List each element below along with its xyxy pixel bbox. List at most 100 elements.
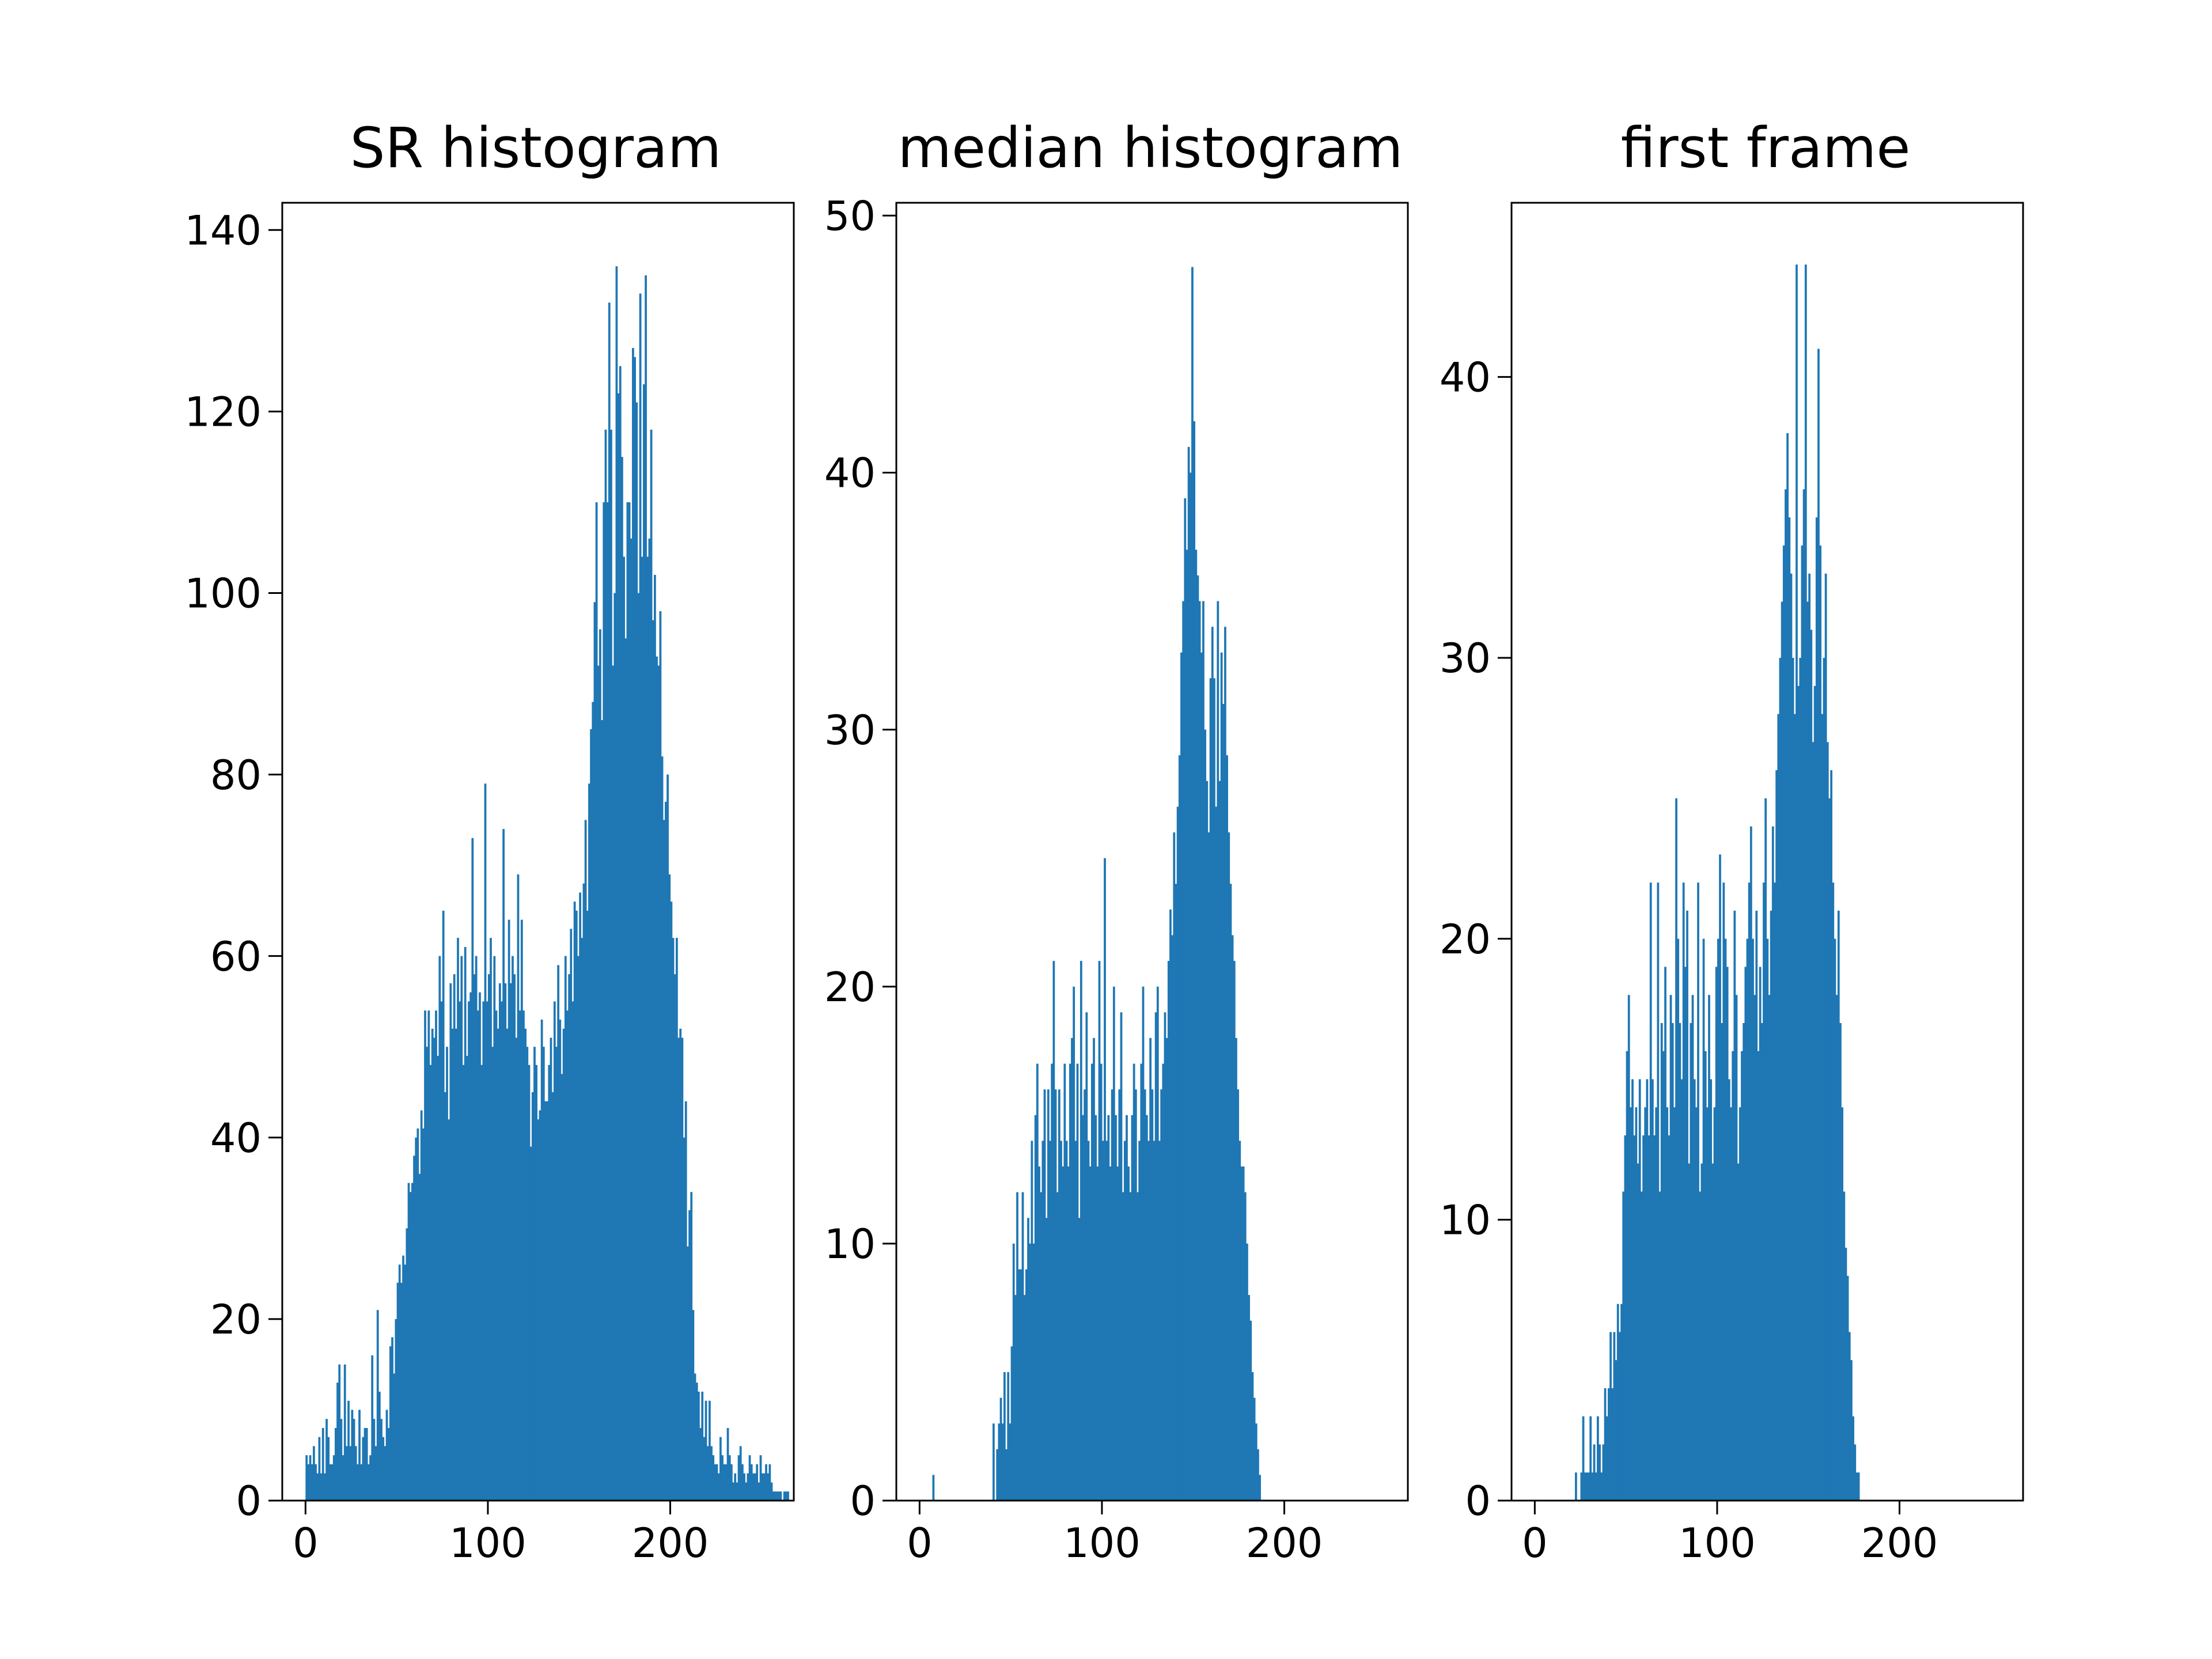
histogram-bar: [305, 1455, 308, 1501]
histogram-bar: [593, 602, 596, 1501]
histogram-bar: [761, 1473, 764, 1501]
histogram-bar: [673, 974, 676, 1501]
histogram-bar: [501, 1001, 503, 1501]
histogram-bar: [509, 983, 512, 1501]
histogram-bar: [1646, 1079, 1649, 1501]
histogram-bar: [1732, 1051, 1734, 1501]
histogram-bar: [590, 729, 592, 1501]
histogram-bar: [1647, 1135, 1650, 1501]
histogram-bar: [566, 1010, 569, 1501]
panel-title: median histogram: [897, 116, 1403, 180]
histogram-bar: [728, 1455, 731, 1501]
histogram-bar: [557, 965, 560, 1501]
histogram-bar: [1638, 1079, 1641, 1501]
y-tick-label: 0: [850, 1478, 876, 1525]
histogram-bar: [1782, 545, 1785, 1501]
histogram-bar: [1627, 995, 1630, 1501]
histogram-bar: [1749, 826, 1752, 1501]
histogram-bar: [575, 910, 578, 1501]
histogram-bar: [586, 910, 589, 1501]
histogram-bar: [442, 910, 445, 1501]
histogram-bar: [1224, 627, 1226, 1501]
histogram-bar: [493, 956, 496, 1501]
histogram-bar: [1722, 882, 1725, 1501]
histogram-bar: [1738, 1107, 1741, 1501]
x-tick-label: 200: [632, 1520, 709, 1567]
histogram-bar: [1213, 678, 1215, 1501]
histogram-bar: [1180, 652, 1183, 1501]
histogram-bar: [371, 1355, 374, 1501]
histogram-bar: [679, 1028, 682, 1501]
histogram-bar: [1655, 1107, 1658, 1501]
histogram-bar: [1757, 1051, 1760, 1501]
histogram-bar: [1615, 1360, 1618, 1501]
histogram-bar: [457, 938, 459, 1501]
histogram-bar: [564, 956, 567, 1501]
histogram-bar: [533, 1047, 536, 1501]
histogram-bar: [504, 983, 507, 1501]
histogram-bar: [783, 1491, 786, 1501]
histogram-bar: [320, 1473, 323, 1501]
histogram-bar: [1020, 1269, 1022, 1501]
histogram-bar: [1184, 498, 1187, 1501]
histogram-bar: [745, 1482, 748, 1501]
histogram-bar: [309, 1455, 312, 1501]
histogram-bar: [608, 302, 611, 1501]
histogram-bar: [1611, 1388, 1614, 1501]
histogram-bar: [719, 1437, 722, 1501]
histogram-bar: [1244, 1192, 1247, 1501]
histogram-bar: [1785, 489, 1787, 1501]
histogram-bar: [431, 1028, 434, 1501]
histogram-bar: [683, 1137, 685, 1501]
histogram-bar: [1238, 1141, 1241, 1501]
histogram-bar: [451, 1028, 454, 1501]
histogram-bar: [703, 1437, 706, 1501]
histogram-bar: [688, 1210, 691, 1501]
histogram-bar: [1699, 1191, 1702, 1501]
histogram-bar: [1737, 1163, 1740, 1501]
histogram-bar: [1584, 1472, 1586, 1501]
histogram-bar: [380, 1419, 382, 1501]
histogram-bar: [676, 938, 678, 1501]
histogram-bar: [1218, 781, 1221, 1501]
histogram-bar: [772, 1491, 775, 1501]
histogram-bar: [662, 820, 665, 1501]
histogram-bar: [659, 611, 662, 1501]
histogram-bar: [1200, 652, 1203, 1501]
histogram-bar: [553, 1001, 556, 1501]
histogram-bar: [528, 1065, 531, 1501]
histogram-bar: [998, 1423, 1001, 1501]
histogram-bar: [520, 919, 523, 1501]
histogram-bar: [1171, 935, 1174, 1501]
histogram-bar: [650, 429, 653, 1501]
histogram-bar: [1616, 1304, 1619, 1501]
histogram-bar: [754, 1473, 756, 1501]
histogram-bar: [624, 638, 627, 1501]
histogram-bar: [1688, 1163, 1691, 1501]
histogram-bar: [1605, 1416, 1608, 1501]
histogram-bar: [1834, 938, 1836, 1501]
histogram-bar: [1093, 1037, 1095, 1501]
histogram-bar: [1038, 1166, 1040, 1501]
histogram-bar: [1768, 995, 1771, 1501]
histogram-bar: [750, 1464, 753, 1501]
histogram-bar: [1231, 935, 1234, 1501]
histogram-bar: [1176, 806, 1179, 1501]
histogram-bar: [1796, 264, 1798, 1501]
histogram-bar: [555, 1047, 558, 1501]
histogram-bar: [785, 1491, 787, 1501]
histogram-bar: [747, 1473, 749, 1501]
histogram-bar: [1813, 685, 1816, 1501]
histogram-bar: [537, 1119, 540, 1501]
histogram-bar: [1193, 421, 1195, 1501]
histogram-bar: [1764, 798, 1767, 1501]
histogram-bar: [1222, 703, 1225, 1501]
histogram-bar: [336, 1382, 339, 1501]
histogram-bar: [357, 1464, 359, 1501]
histogram-bar: [346, 1446, 348, 1501]
histogram-bar: [1589, 1416, 1592, 1501]
histogram-bar: [418, 1173, 421, 1501]
histogram-bar: [1063, 1063, 1066, 1501]
y-tick-label: 10: [824, 1221, 876, 1268]
